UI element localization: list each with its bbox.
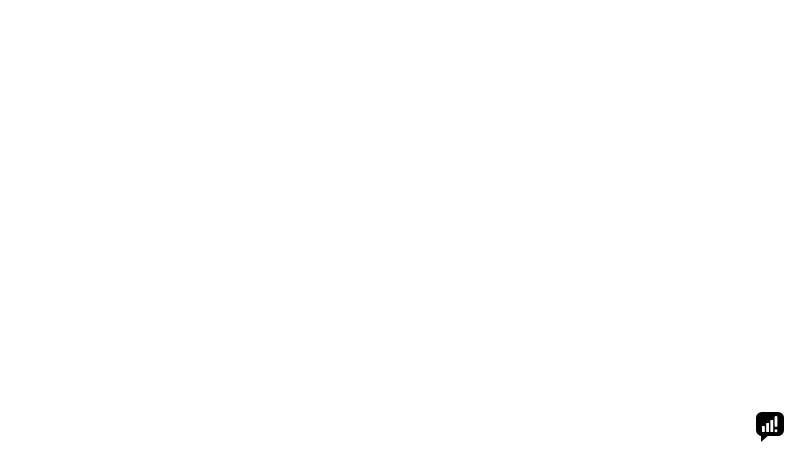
newsworthy-logo [755, 411, 792, 443]
newsworthy-icon [755, 411, 785, 443]
